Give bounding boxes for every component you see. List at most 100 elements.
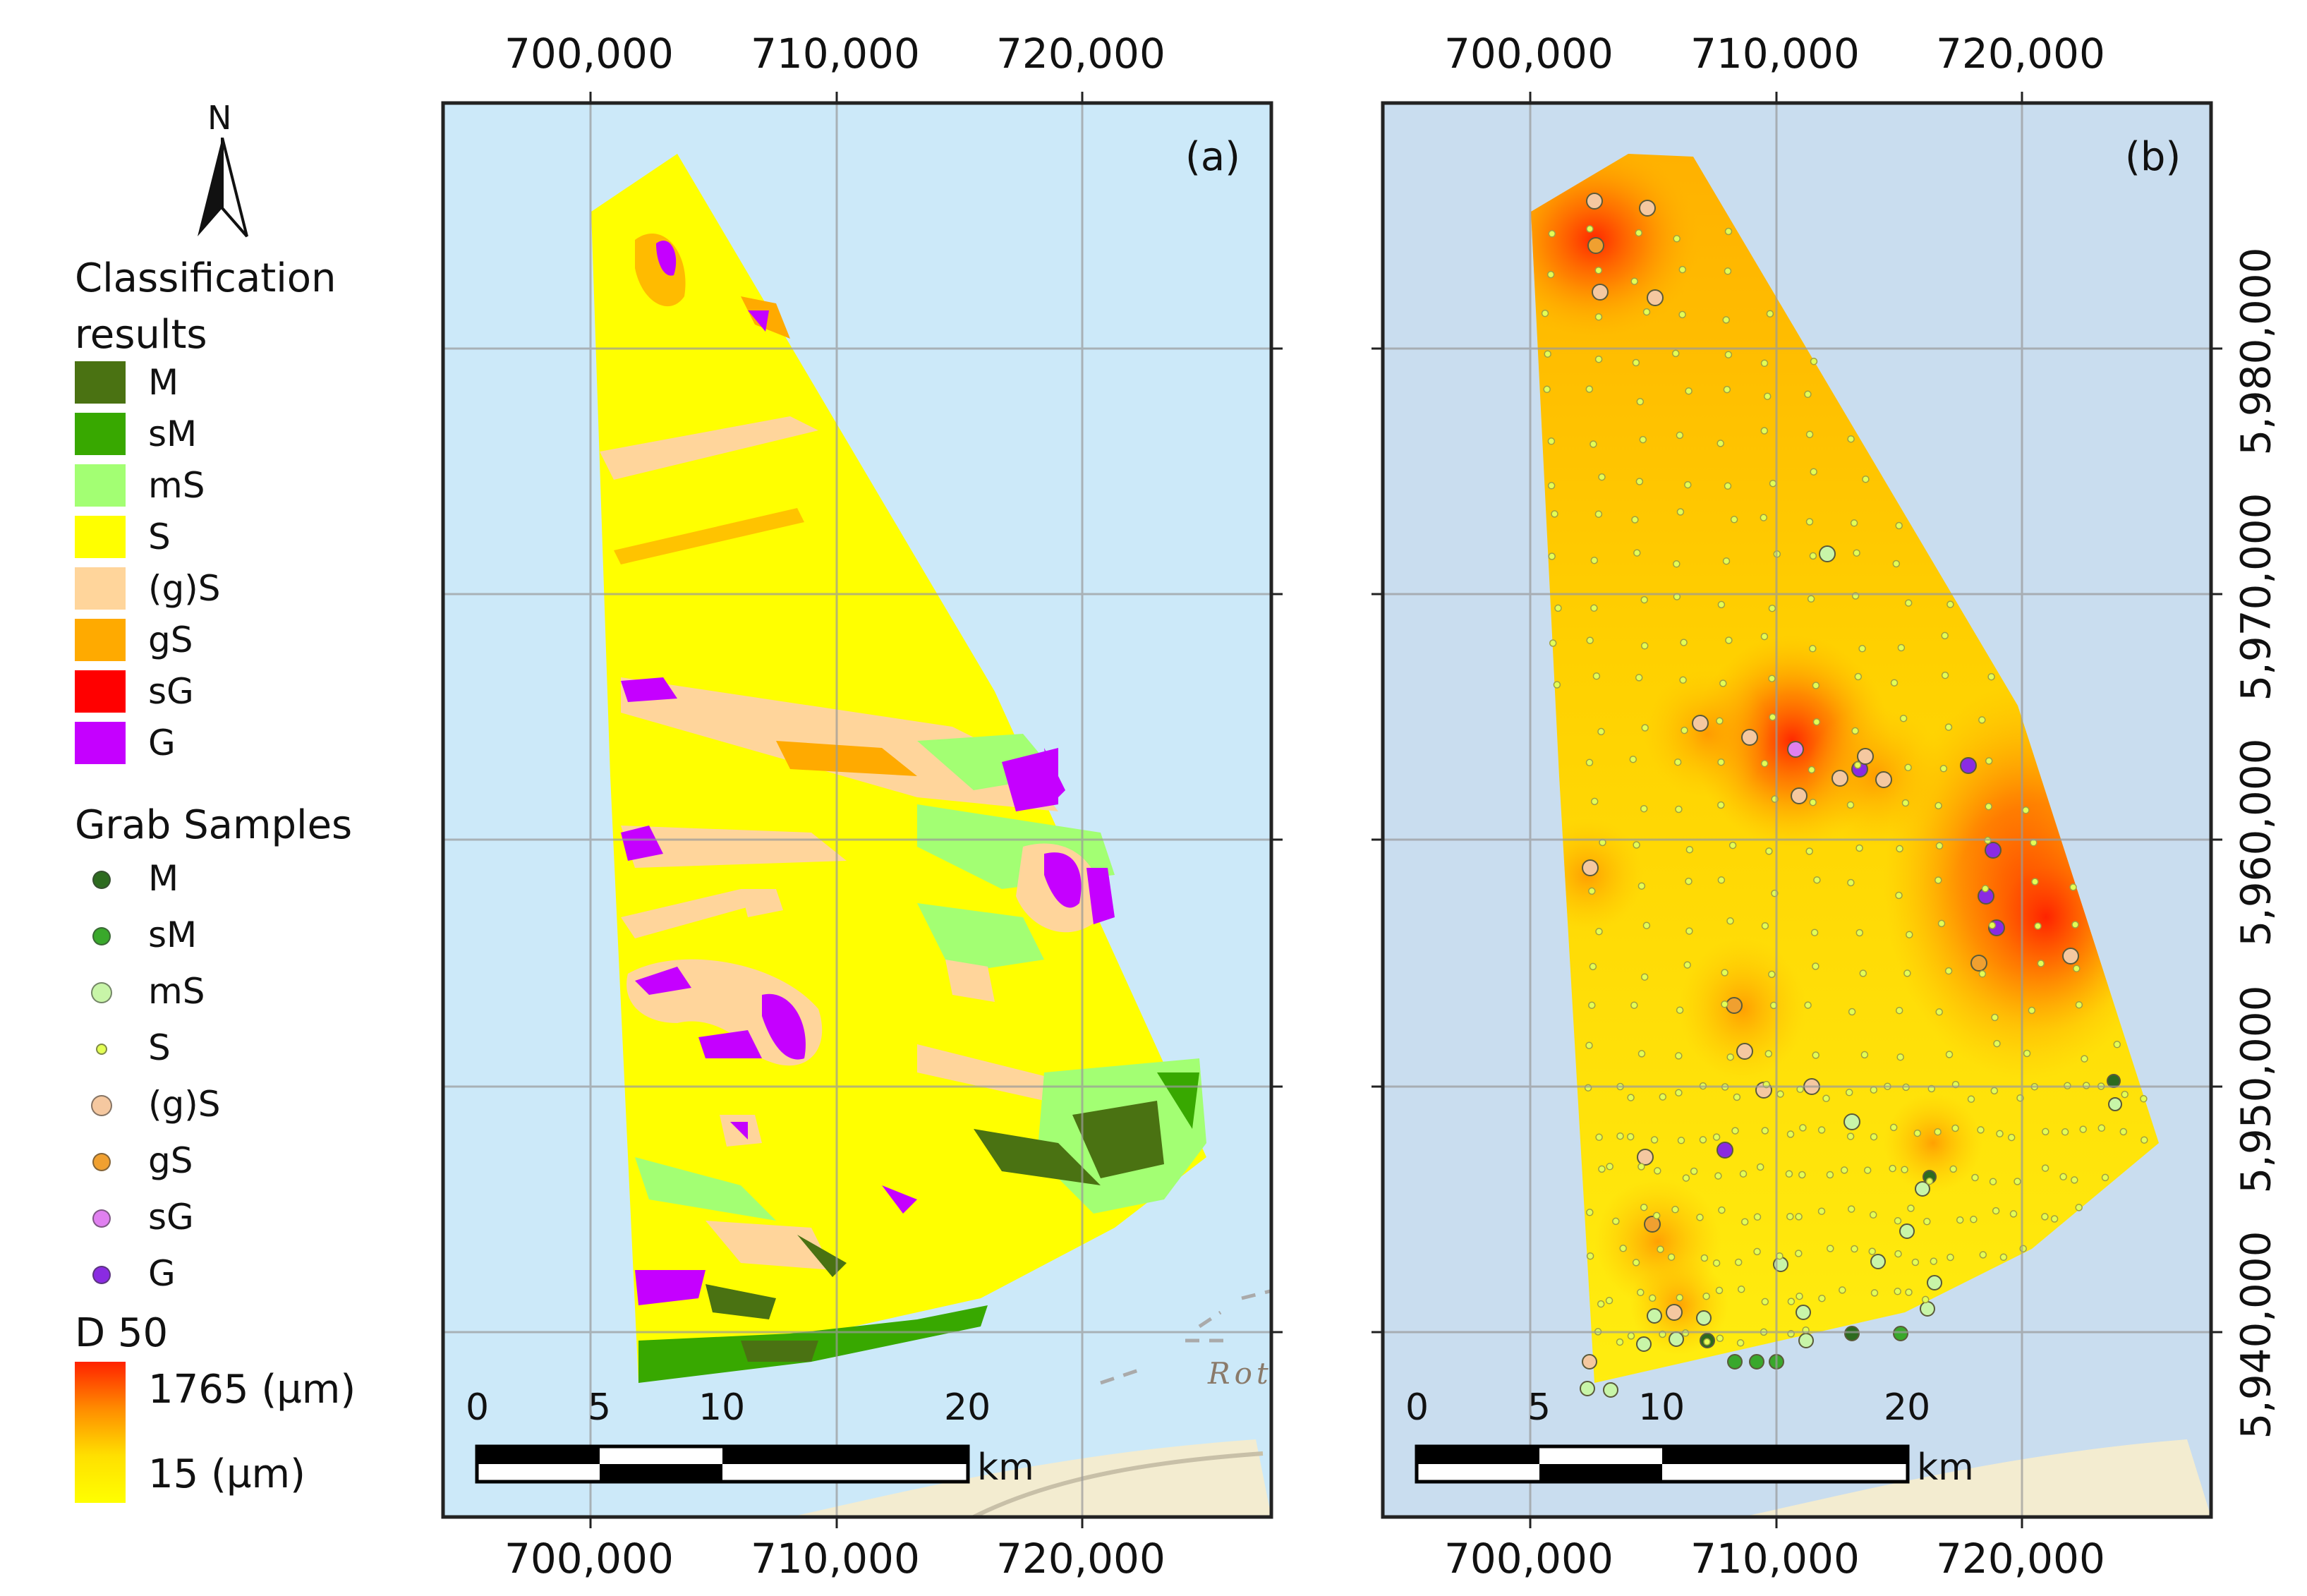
sand-sample-point <box>1659 1093 1667 1101</box>
sand-sample-point <box>1594 266 1603 274</box>
grab-label-2: mS <box>148 971 205 1012</box>
sand-sample-point <box>1846 1132 1855 1140</box>
sand-sample-point <box>1716 1334 1724 1343</box>
sand-sample-point <box>1785 1170 1793 1178</box>
sand-sample-point <box>1678 310 1686 319</box>
class-label-7: G <box>148 723 176 763</box>
sand-sample-point <box>1939 765 1948 773</box>
sand-sample-point <box>1642 921 1651 929</box>
sand-sample-point <box>1906 931 1913 938</box>
sand-sample-point <box>1703 1338 1711 1346</box>
sand-sample-point <box>1870 1289 1879 1297</box>
sand-sample-point <box>1619 1245 1627 1252</box>
d50-title: D 50 <box>75 1310 169 1356</box>
sand-sample-point <box>1764 1050 1773 1058</box>
class-label-3: S <box>148 516 171 557</box>
sand-sample-point <box>1863 1166 1872 1174</box>
scale-label-a-0: 0 <box>466 1386 490 1429</box>
sand-sample-point <box>1551 510 1558 518</box>
map-a-svg <box>441 92 1283 1528</box>
sand-sample-point <box>1761 1127 1769 1135</box>
sand-sample-point <box>2075 1000 2083 1009</box>
sand-sample-point <box>1598 1165 1606 1173</box>
class-label-2: mS <box>148 465 205 506</box>
sand-sample-point <box>1809 798 1817 806</box>
sand-sample-point <box>1807 595 1815 603</box>
sand-sample-point <box>1716 717 1724 725</box>
sand-sample-point <box>1676 431 1684 440</box>
sand-sample-point <box>2081 1055 2088 1063</box>
sand-sample-point <box>1945 1051 1954 1058</box>
sand-sample-point <box>1769 479 1777 488</box>
sand-sample-point <box>2141 1136 2148 1144</box>
sand-sample-point <box>1737 1286 1745 1293</box>
sand-sample-point <box>1787 1298 1796 1305</box>
sand-sample-point <box>1690 1167 1698 1175</box>
sand-sample-point <box>1724 351 1733 358</box>
sand-sample-point <box>1901 1166 1908 1173</box>
sand-sample-point <box>1826 1171 1834 1179</box>
sand-sample-point <box>1632 1259 1640 1266</box>
class-label-4: (g)S <box>148 568 221 609</box>
sand-sample-point <box>1630 1001 1638 1009</box>
sand-sample-point <box>1626 1132 1635 1141</box>
sand-sample-point <box>1641 724 1649 732</box>
sand-sample-point <box>1586 225 1594 233</box>
sand-sample-point <box>1944 723 1953 731</box>
sand-sample-point <box>1637 1163 1645 1171</box>
sand-sample-point <box>1870 1086 1878 1094</box>
sand-sample-point <box>1904 763 1912 772</box>
sand-sample-point <box>2022 806 2030 814</box>
sand-sample-point <box>1846 801 1855 809</box>
sand-sample-point <box>1946 1253 1954 1262</box>
sand-sample-point <box>1717 876 1726 884</box>
sand-sample-point <box>1667 1253 1676 1261</box>
sand-sample-point <box>1851 727 1859 735</box>
sand-sample-point <box>1722 557 1731 565</box>
sand-sample-point <box>1633 841 1640 849</box>
sand-sample-point <box>2071 1176 2078 1184</box>
sand-sample-point <box>1717 758 1725 766</box>
sand-sample-point <box>1901 799 1910 807</box>
sand-sample-point <box>1990 1087 1999 1095</box>
sand-sample-point <box>1776 1090 1784 1098</box>
sand-sample-point <box>1717 801 1725 809</box>
y-tick-5950000: 5,950,000 <box>2232 985 2280 1194</box>
sand-sample-point <box>1934 802 1942 810</box>
sand-sample-point <box>1723 385 1731 394</box>
grab-label-6: sG <box>148 1197 194 1238</box>
sand-sample-point <box>1627 1332 1635 1340</box>
sand-sample-point <box>1993 1039 2001 1048</box>
sand-sample-point <box>1978 970 1987 978</box>
sand-sample-point <box>1985 802 1992 811</box>
sand-sample-point <box>1718 1206 1726 1214</box>
sand-sample-point <box>1652 1211 1661 1220</box>
sand-sample-point <box>1934 876 1942 884</box>
sand-sample-point <box>1731 1127 1739 1135</box>
north-arrow-icon <box>198 138 248 238</box>
sand-sample-point <box>1869 1211 1877 1219</box>
class-swatch-4 <box>75 567 126 610</box>
sand-sample-point <box>2119 1128 2128 1136</box>
scale-bar-a <box>475 1444 970 1484</box>
sand-sample-point <box>1895 521 1903 530</box>
sand-sample-point <box>1554 604 1562 612</box>
sand-sample-point <box>1616 1132 1624 1140</box>
sand-sample-point <box>1996 1130 2004 1138</box>
x-tick-bottom-a-3: 720,000 <box>996 1535 1165 1583</box>
sand-sample-point <box>1923 1218 1931 1226</box>
sand-sample-point <box>1585 1041 1593 1049</box>
sand-sample-point <box>1796 1292 1803 1300</box>
sand-sample-point <box>1716 440 1724 447</box>
sand-sample-point <box>1894 1288 1901 1295</box>
sand-sample-point <box>1700 1254 1709 1262</box>
sand-sample-point <box>1597 727 1605 736</box>
sand-sample-point <box>1768 970 1776 979</box>
sand-sample-point <box>2042 1128 2049 1136</box>
sand-sample-point <box>1586 1252 1594 1260</box>
x-tick-bottom-b-2: 710,000 <box>1690 1535 1860 1583</box>
sand-sample-point <box>1630 277 1638 285</box>
sand-sample-point <box>1989 1178 1997 1185</box>
sand-sample-point <box>1637 1288 1645 1297</box>
